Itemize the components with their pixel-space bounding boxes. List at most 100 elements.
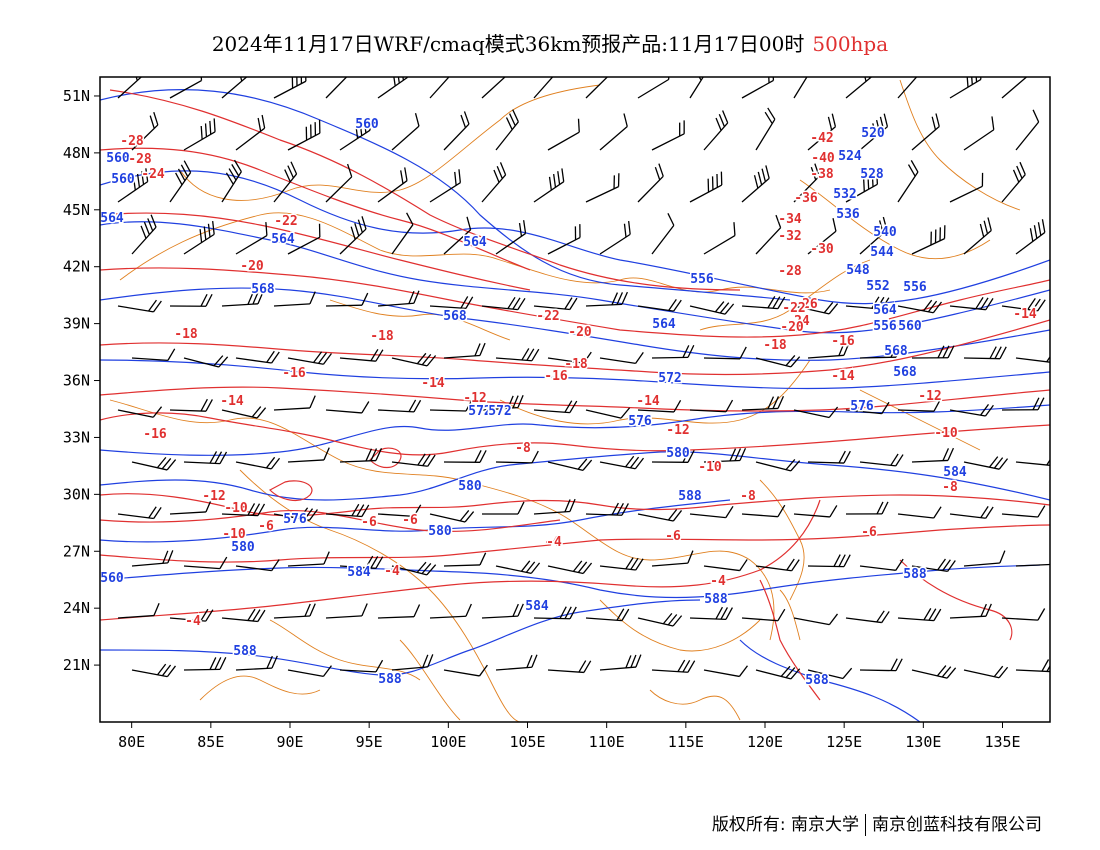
lon-tick-label: 120E [747,733,783,751]
pressure-level: 500hpa [812,32,889,56]
height-label: 588 [805,673,829,688]
temperature-label: -4 [710,574,726,589]
wind-barb [183,451,228,465]
height-label: 580 [666,446,690,461]
wind-barb [741,608,786,622]
wind-barb [547,351,592,364]
wind-barb [585,77,613,99]
wind-barb [533,168,565,203]
wind-barb [377,167,408,203]
wind-barb [845,501,889,515]
wind-barb [689,505,734,519]
wind-barb [429,603,472,619]
wind-barb [845,610,890,624]
wind-barb [1001,505,1046,518]
wind-barb [495,348,540,362]
wind-barb [793,505,838,518]
height-label: 584 [943,465,967,480]
wind-barb [689,77,710,99]
temperature-label: -28 [128,152,152,167]
wind-barb [325,401,370,414]
wind-barb [273,161,298,203]
lat-tick-label: 51N [63,87,90,105]
wind-barb [845,170,879,203]
lat-tick-label: 39N [63,315,90,333]
wind-barb [949,172,984,203]
lon-tick-label: 110E [589,733,625,751]
height-label: 564 [100,211,124,226]
wind-barb [169,77,203,99]
wind-barb [651,213,675,255]
height-label: 548 [846,263,870,278]
height-label: 564 [463,235,487,250]
wind-barb [807,450,851,464]
wind-barb [547,224,581,255]
wind-barb [443,342,486,359]
wind-barb [807,218,837,255]
wind-barb [287,223,321,255]
company-text: 南京创蓝科技有限公司 [872,815,1042,835]
wind-barb [169,398,213,412]
wind-barb [325,163,353,203]
map-frame [99,76,1051,723]
wind-barb [599,113,628,151]
wind-barb [1001,397,1045,411]
height-label: 580 [231,540,255,555]
temperature-label: -6 [665,529,681,544]
wind-barb [689,606,733,620]
wind-barb [131,214,157,255]
wind-barb [547,560,593,575]
wind-barb [481,77,510,99]
wind-barb [741,165,770,203]
temperature-label: -6 [402,513,418,528]
temperature-label: -20 [568,325,592,340]
height-label: 520 [861,126,885,141]
wind-barb [703,665,748,678]
wind-barb [755,355,801,368]
wind-barb [287,665,332,677]
temperature-contours [100,89,1050,701]
wind-barb [183,657,227,671]
wind-barb [339,216,367,255]
wind-barb [741,395,785,411]
height-label: 536 [836,207,860,222]
height-label: 572 [488,404,511,419]
temperature-label: -22 [536,309,559,324]
wind-barb [807,113,837,151]
wind-barb [703,110,729,151]
height-label: 572 [468,404,491,419]
wind-barb [443,111,470,151]
lat-tick-label: 30N [63,485,90,503]
temperature-label: -4 [185,614,201,629]
height-label: 580 [428,524,452,539]
wind-barb [1015,563,1050,567]
wind-barb [339,555,384,569]
wind-barb [897,77,923,99]
wind-barb [599,220,631,255]
height-label: 576 [850,399,874,414]
wind-barb [949,77,982,99]
temperature-label: -4 [384,564,400,579]
wind-barb [339,659,384,673]
wind-barb [547,118,580,151]
wind-barb [651,659,696,673]
wind-barb [755,107,776,151]
wind-barb [911,558,956,573]
wind-barb [859,113,889,151]
wind-barb [221,503,266,517]
wind-barb [325,77,352,99]
wind-barb [703,559,748,572]
temperature-label: -10 [222,527,246,542]
wind-barb [131,550,174,567]
wind-barb [495,654,538,671]
wind-barb [117,168,149,203]
wind-barb [793,406,839,419]
wind-barb [651,450,695,463]
wind-barb [339,448,383,463]
temperature-label: -16 [143,427,167,442]
wind-barb [585,608,630,622]
wind-barb [911,225,946,255]
wind-barb [169,293,213,307]
temperature-label: -6 [861,525,877,540]
height-label: 524 [838,149,862,164]
